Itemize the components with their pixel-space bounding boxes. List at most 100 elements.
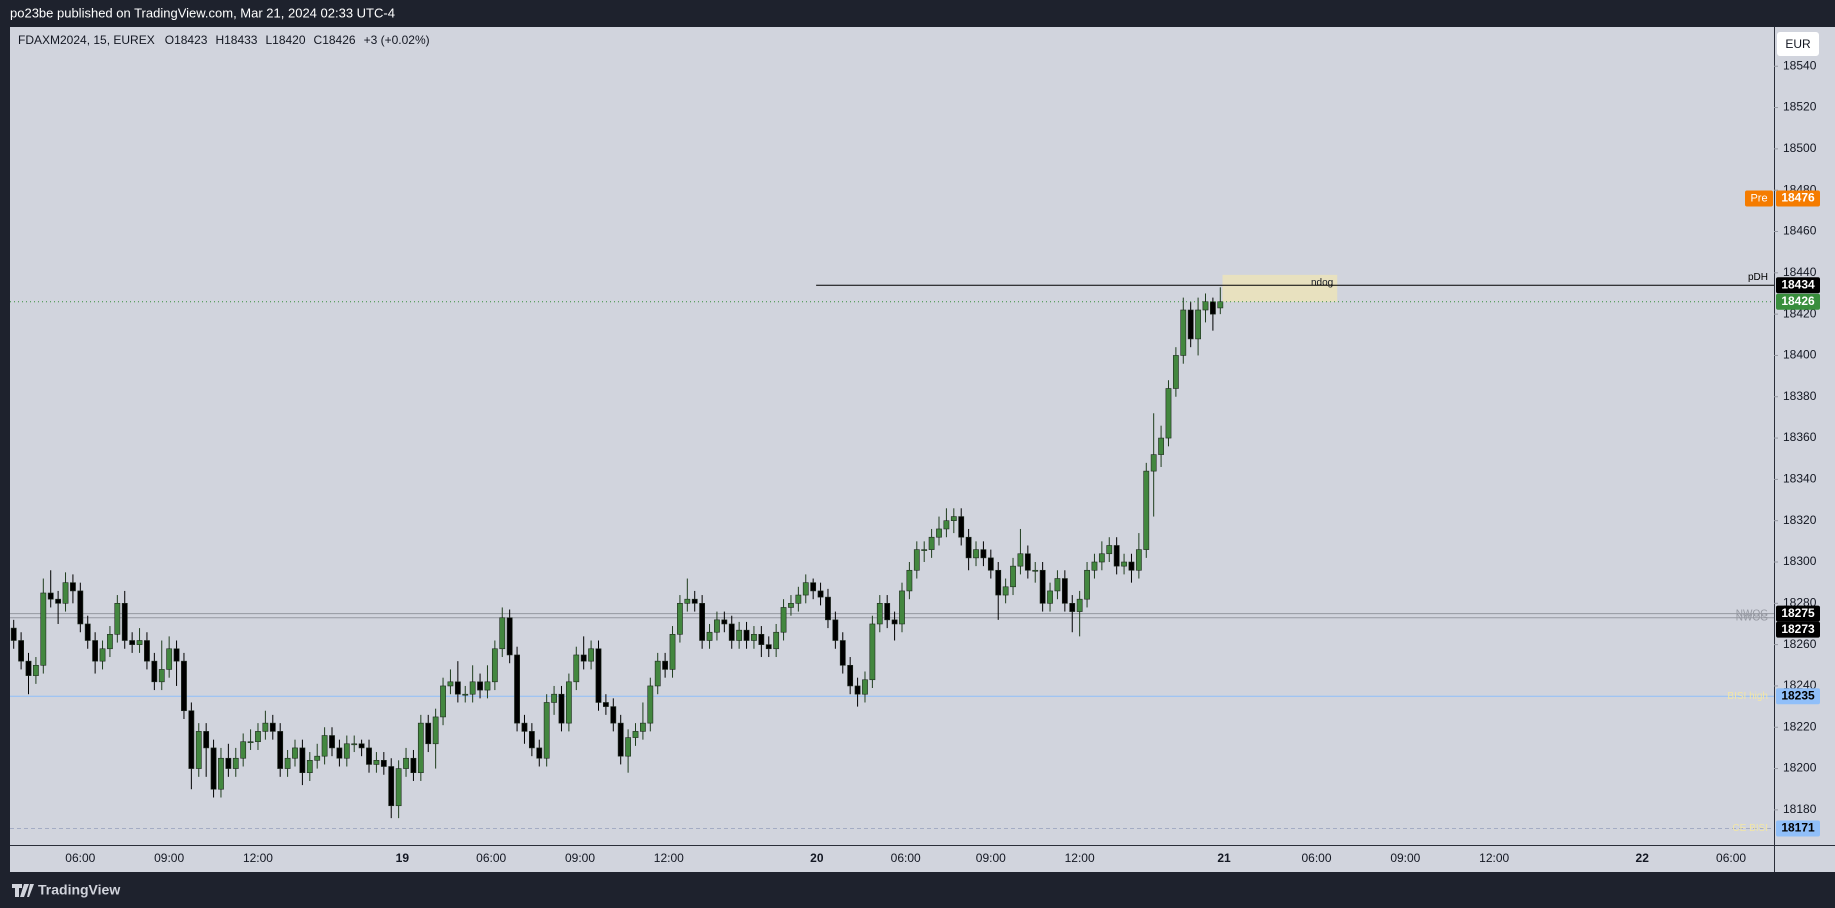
candle-body — [736, 629, 743, 641]
brand-logo — [12, 884, 34, 897]
candle-body — [47, 592, 54, 600]
candle-body — [306, 760, 313, 774]
price-axis: 1818018200182201824018260182801830018320… — [1745, 58, 1820, 837]
price-tag — [1776, 605, 1820, 622]
x-tick-label: 12:00 — [1479, 851, 1509, 865]
candle-body — [802, 582, 809, 596]
candle-body — [262, 722, 269, 732]
candle-body — [144, 640, 150, 662]
candle-body — [299, 747, 306, 774]
currency[interactable]: EUR — [1785, 37, 1811, 51]
candle-body — [1084, 569, 1090, 600]
candle-body — [188, 710, 195, 769]
candle-body — [218, 757, 224, 790]
candle-body — [965, 536, 972, 559]
candle-body — [166, 648, 173, 670]
candle-body — [654, 660, 661, 687]
candle-body — [1039, 569, 1046, 604]
level-label: CE BISI — [1732, 823, 1768, 834]
candle-body — [314, 755, 321, 761]
candle-body — [1210, 301, 1216, 315]
candle-body — [210, 747, 217, 790]
candle-body — [366, 747, 372, 765]
candle-body — [884, 603, 891, 621]
candle-body — [758, 634, 765, 645]
candle-body — [565, 681, 572, 724]
candle-body — [10, 627, 17, 641]
price-tag-label: 18426 — [1781, 294, 1815, 308]
candle-body — [995, 569, 1002, 596]
x-tick-label: 12:00 — [654, 851, 684, 865]
candle-body — [129, 640, 136, 645]
candle-body — [440, 685, 446, 718]
candle-body — [84, 623, 91, 641]
candle-body — [595, 648, 602, 703]
candle-body — [277, 731, 284, 769]
candle-body — [1135, 549, 1142, 571]
candle-body — [980, 549, 987, 559]
currency-button[interactable] — [1777, 32, 1819, 56]
candle-body — [847, 664, 854, 687]
y-tick-label: 18260 — [1783, 637, 1817, 651]
price-tag — [1776, 277, 1820, 294]
x-tick-label: 09:00 — [154, 851, 184, 865]
plot: 06:00 09:00 12:00 19 06:00 09:00 12:00 20 06:00 0… — [10, 272, 1774, 865]
x-tick-label: 06:00 — [891, 851, 921, 865]
candle-body — [573, 654, 580, 683]
price-tag-label: 18235 — [1781, 688, 1815, 702]
publisher: po23be published on TradingView.com, Mar… — [10, 5, 395, 20]
x-tick-label: 12:00 — [243, 851, 273, 865]
candle-body — [751, 634, 757, 641]
candle-body — [1047, 590, 1053, 604]
brand: TradingView — [38, 882, 120, 898]
candle-body — [62, 582, 69, 604]
candle-body — [521, 722, 528, 732]
legend-symbol: FDAXM2024, 15, EUREX — [18, 33, 155, 47]
price-tag-label: 18171 — [1781, 821, 1815, 835]
candle-body — [417, 722, 424, 774]
legend-close: C18426 — [314, 33, 356, 47]
y-tick-label: 18220 — [1783, 719, 1817, 733]
candle-body — [632, 731, 639, 738]
candle-body — [432, 716, 439, 745]
candle-body — [765, 644, 772, 650]
legend-low: L18420 — [265, 33, 305, 47]
candle-body — [506, 617, 513, 656]
candle-body — [403, 757, 409, 769]
y-tick-label: 18340 — [1783, 472, 1817, 486]
candle-body — [469, 681, 476, 695]
price-tag-label: 18273 — [1781, 622, 1815, 636]
x-tick-label: 06:00 — [1716, 851, 1746, 865]
candle-body — [1150, 454, 1157, 472]
level-label: NWOG — [1736, 608, 1768, 619]
x-tick-label: 06:00 — [476, 851, 506, 865]
candle-body — [973, 549, 979, 559]
legend: FDAXM2024, 15, EUREX O18423 H18433 L1842… — [18, 33, 430, 47]
candle-body — [684, 598, 691, 604]
candle-body — [1158, 437, 1164, 455]
candle-body — [832, 619, 839, 641]
y-tick-label: 18540 — [1783, 58, 1817, 72]
candle-body — [899, 590, 905, 625]
candle-body — [743, 629, 750, 641]
level-label: NWOG — [1736, 612, 1768, 623]
candle-body — [255, 731, 261, 743]
zone — [1222, 274, 1338, 302]
y-tick-label: 18200 — [1783, 761, 1817, 775]
y-tick-label: 18420 — [1783, 306, 1817, 320]
candle-body — [625, 737, 631, 757]
candle-body — [958, 516, 965, 538]
candle-body — [921, 549, 928, 551]
candle-body — [699, 603, 706, 641]
candle-body — [1106, 545, 1113, 555]
candle-body — [225, 757, 232, 769]
candle-body — [321, 735, 328, 757]
price-tag — [1776, 621, 1820, 638]
candle-body — [410, 757, 417, 774]
pre-market-badge — [1745, 190, 1773, 207]
candle-body — [721, 619, 728, 625]
candle-body — [788, 603, 794, 608]
price-tag — [1776, 190, 1820, 207]
